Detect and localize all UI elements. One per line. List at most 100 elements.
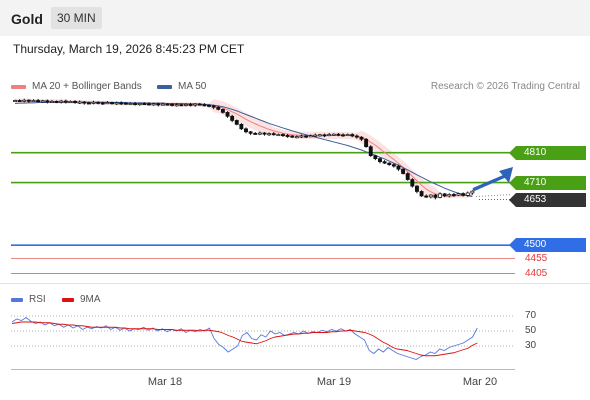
- candle-body: [396, 165, 401, 170]
- candle-body: [63, 100, 68, 103]
- candle-body: [364, 138, 369, 148]
- candle-body: [253, 132, 258, 135]
- candle-body: [327, 134, 332, 137]
- level-tag-4500: 4500: [509, 238, 586, 253]
- candle-body: [331, 133, 336, 136]
- candle-body: [433, 194, 438, 198]
- level-tag-4653: 4653: [509, 192, 586, 207]
- candle-body: [225, 112, 230, 117]
- candle-body: [22, 99, 27, 102]
- ma50-label: MA 50: [178, 81, 207, 92]
- candle-body: [165, 103, 170, 106]
- candle-body: [202, 104, 207, 107]
- candle-body: [428, 194, 433, 198]
- ma20-swatch: [11, 84, 26, 89]
- candle-body: [336, 133, 341, 136]
- candle-body: [220, 109, 225, 113]
- ma50-projection: [475, 194, 512, 198]
- candle-body: [456, 193, 461, 196]
- ma20-label: MA 20 + Bollinger Bands: [32, 81, 142, 92]
- candle-body: [77, 101, 82, 104]
- pane-separator: [0, 283, 590, 284]
- candle-body: [160, 103, 165, 106]
- candle-body: [40, 100, 45, 103]
- candle-body: [299, 135, 304, 138]
- candle-body: [156, 103, 161, 106]
- candle-body: [276, 134, 281, 137]
- candle-body: [142, 103, 147, 105]
- price-chart[interactable]: [11, 93, 515, 281]
- candle-body: [373, 155, 378, 160]
- candle-body: [248, 131, 253, 134]
- header-bar: Gold 30 MIN: [0, 0, 590, 36]
- candle-body: [451, 194, 456, 197]
- candle-body: [465, 192, 470, 196]
- candle-body: [119, 102, 124, 105]
- candle-body: [91, 101, 96, 104]
- candle-body: [147, 103, 151, 106]
- candle-body: [183, 103, 188, 106]
- candle-body: [322, 134, 327, 137]
- candle-body: [50, 101, 54, 103]
- candle-body: [424, 195, 429, 198]
- candle-body: [257, 132, 262, 135]
- rsi-chart[interactable]: [11, 306, 515, 368]
- candle-body: [45, 100, 50, 103]
- candle-body: [211, 105, 216, 108]
- candle-body: [133, 103, 138, 105]
- candle-body: [438, 193, 442, 198]
- candle-body: [317, 134, 322, 137]
- candle-body: [96, 101, 101, 104]
- candle-body: [470, 190, 475, 194]
- timeframe-button[interactable]: 30 MIN: [51, 7, 102, 29]
- candle-body: [290, 135, 295, 138]
- ma50-line: [14, 101, 473, 198]
- candle-body: [354, 135, 359, 138]
- candle-body: [281, 134, 285, 137]
- copyright: Research © 2026 Trading Central: [430, 81, 580, 92]
- rsi-swatch: [11, 297, 23, 302]
- candle-body: [216, 106, 221, 110]
- level-tag-4710: 4710: [509, 175, 586, 190]
- price-chart-svg: [11, 98, 515, 274]
- candle-body: [391, 164, 396, 167]
- candle-body: [442, 193, 447, 197]
- candle-body: [188, 103, 193, 106]
- ma50-swatch: [157, 84, 172, 89]
- candle-body: [100, 102, 105, 105]
- legend-rsi: RSI: [11, 294, 46, 305]
- candle-body: [137, 103, 142, 105]
- rsi-line: [11, 316, 478, 360]
- candle-body: [13, 100, 17, 103]
- candle-body: [31, 100, 36, 103]
- legend-9ma: 9MA: [62, 294, 101, 305]
- candle-body: [244, 128, 248, 133]
- candle-body: [26, 99, 31, 102]
- candle-body: [17, 100, 22, 103]
- candle-body: [174, 104, 179, 107]
- candle-body: [285, 135, 290, 137]
- candle-body: [304, 135, 309, 138]
- candle-body: [341, 134, 345, 137]
- level-tag-4455: 4455: [525, 252, 548, 264]
- candle-body: [294, 136, 299, 139]
- candle-body: [128, 103, 133, 105]
- candle-body: [110, 102, 114, 105]
- candle-body: [193, 103, 198, 106]
- candle-body: [68, 101, 73, 103]
- candle-body: [308, 135, 313, 138]
- x-label-mar-18: Mar 18: [147, 376, 183, 388]
- timestamp: Thursday, March 19, 2026 8:45:23 PM CET: [13, 42, 245, 56]
- rsi-level-label-30: 30: [525, 340, 537, 351]
- rsi-9ma-line: [11, 321, 478, 357]
- candle-body: [86, 102, 91, 105]
- x-label-mar-19: Mar 19: [316, 376, 352, 388]
- forecast-arrow: [472, 174, 507, 191]
- ma9-label: 9MA: [80, 294, 101, 305]
- rsi-label: RSI: [29, 294, 46, 305]
- candle-body: [170, 103, 175, 106]
- candle-body: [387, 162, 392, 165]
- level-tag-4810: 4810: [509, 145, 586, 160]
- candle-body: [36, 100, 41, 103]
- rsi-level-label-70: 70: [525, 310, 537, 321]
